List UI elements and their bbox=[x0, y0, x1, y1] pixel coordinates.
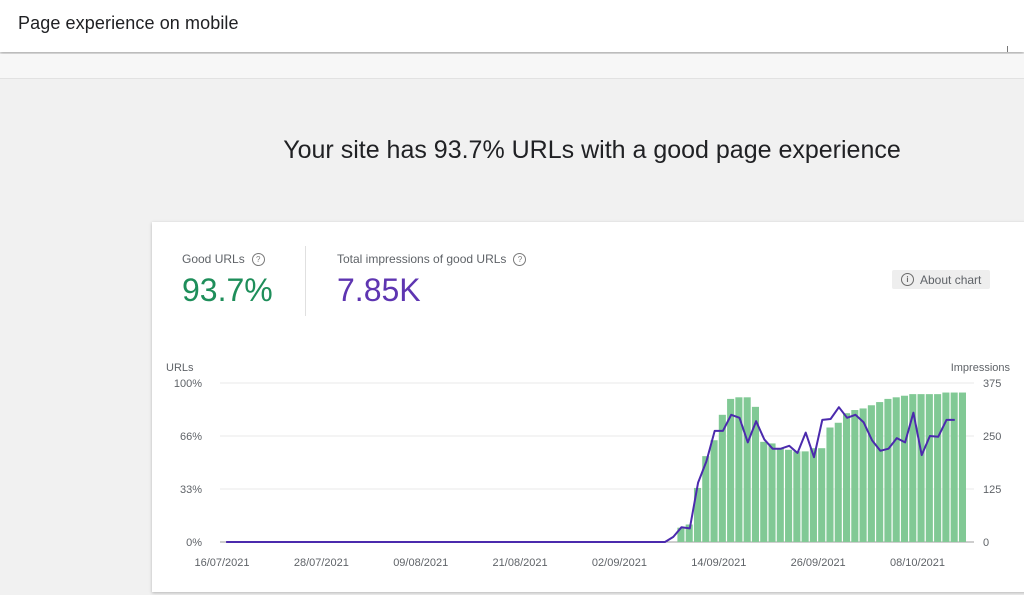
y-left-tick-label: 66% bbox=[180, 431, 202, 443]
good-urls-bar[interactable] bbox=[768, 443, 776, 542]
good-urls-bar[interactable] bbox=[793, 451, 801, 542]
y-right-tick-label: 250 bbox=[983, 431, 1001, 443]
impressions-value: 7.85K bbox=[337, 272, 421, 308]
y-left-tick-label: 100% bbox=[174, 378, 202, 390]
good-urls-bar[interactable] bbox=[917, 394, 925, 542]
good-urls-bar[interactable] bbox=[727, 398, 735, 542]
good-urls-bar[interactable] bbox=[876, 402, 884, 542]
good-urls-bar[interactable] bbox=[801, 451, 809, 542]
y-right-tick-label: 125 bbox=[983, 484, 1001, 496]
good-urls-bar[interactable] bbox=[909, 394, 917, 542]
good-urls-bar[interactable] bbox=[785, 449, 793, 542]
y-right-tick-label: 0 bbox=[983, 537, 989, 549]
good-urls-bar[interactable] bbox=[743, 397, 751, 542]
header-divider bbox=[1007, 46, 1008, 52]
good-urls-bar[interactable] bbox=[809, 448, 817, 542]
sub-toolbar bbox=[0, 54, 1024, 79]
y-right-tick-label: 375 bbox=[983, 378, 1001, 390]
good-urls-bar[interactable] bbox=[843, 413, 851, 542]
good-urls-bar[interactable] bbox=[677, 527, 685, 542]
good-urls-bar[interactable] bbox=[925, 394, 933, 542]
x-tick-label: 02/09/2021 bbox=[592, 557, 647, 569]
impressions-label: Total impressions of good URLs bbox=[337, 252, 507, 266]
good-urls-bar[interactable] bbox=[760, 441, 768, 542]
good-urls-bar[interactable] bbox=[859, 408, 867, 542]
good-urls-bar[interactable] bbox=[892, 397, 900, 542]
good-urls-bar[interactable] bbox=[826, 427, 834, 542]
info-icon: i bbox=[901, 273, 914, 286]
top-app-bar: Page experience on mobile bbox=[0, 0, 1024, 52]
summary-headline: Your site has 93.7% URLs with a good pag… bbox=[283, 136, 901, 164]
metric-divider bbox=[305, 246, 306, 316]
x-tick-label: 26/09/2021 bbox=[791, 557, 846, 569]
good-urls-bar[interactable] bbox=[776, 448, 784, 542]
good-urls-bar[interactable] bbox=[693, 487, 702, 542]
good-urls-bar[interactable] bbox=[867, 405, 875, 542]
left-axis-title: URLs bbox=[166, 362, 194, 374]
good-urls-bar[interactable] bbox=[685, 524, 693, 542]
good-urls-bar[interactable] bbox=[934, 394, 942, 542]
page-experience-chart[interactable]: URLs Impressions 0% 33% 66% 100% 0 125 250 375… bbox=[152, 355, 1024, 575]
good-urls-metric[interactable]: Good URLs ? 93.7% bbox=[182, 252, 273, 309]
good-urls-bar[interactable] bbox=[950, 392, 958, 542]
good-urls-bar[interactable] bbox=[900, 395, 909, 542]
help-icon[interactable]: ? bbox=[251, 252, 265, 266]
good-urls-value: 93.7% bbox=[182, 272, 273, 308]
x-tick-label: 16/07/2021 bbox=[194, 557, 249, 569]
about-chart-label: About chart bbox=[920, 272, 982, 287]
x-tick-label: 21/08/2021 bbox=[493, 557, 548, 569]
good-urls-bar[interactable] bbox=[818, 448, 826, 542]
good-urls-bar[interactable] bbox=[958, 392, 966, 542]
impressions-line[interactable] bbox=[226, 406, 955, 543]
good-urls-bar[interactable] bbox=[942, 392, 950, 542]
good-urls-bar[interactable] bbox=[751, 406, 759, 542]
y-left-tick-label: 33% bbox=[180, 484, 202, 496]
x-tick-label: 08/10/2021 bbox=[890, 557, 945, 569]
good-urls-bar[interactable] bbox=[710, 440, 718, 542]
x-tick-label: 28/07/2021 bbox=[294, 557, 349, 569]
good-urls-bar[interactable] bbox=[884, 398, 892, 542]
page-title: Page experience on mobile bbox=[18, 13, 239, 33]
right-axis-title: Impressions bbox=[951, 362, 1011, 374]
impressions-metric[interactable]: Total impressions of good URLs ? 7.85K bbox=[337, 252, 527, 309]
good-urls-bar[interactable] bbox=[834, 422, 842, 542]
good-urls-bar[interactable] bbox=[702, 456, 710, 542]
help-icon[interactable]: ? bbox=[513, 252, 527, 266]
good-urls-bar[interactable] bbox=[735, 397, 743, 542]
x-tick-label: 09/08/2021 bbox=[393, 557, 448, 569]
good-urls-bar[interactable] bbox=[718, 414, 726, 542]
about-chart-button[interactable]: i About chart bbox=[892, 270, 991, 289]
x-tick-label: 14/09/2021 bbox=[691, 557, 746, 569]
y-left-tick-label: 0% bbox=[186, 537, 202, 549]
good-urls-bar[interactable] bbox=[851, 410, 859, 542]
good-urls-label: Good URLs bbox=[182, 252, 245, 266]
